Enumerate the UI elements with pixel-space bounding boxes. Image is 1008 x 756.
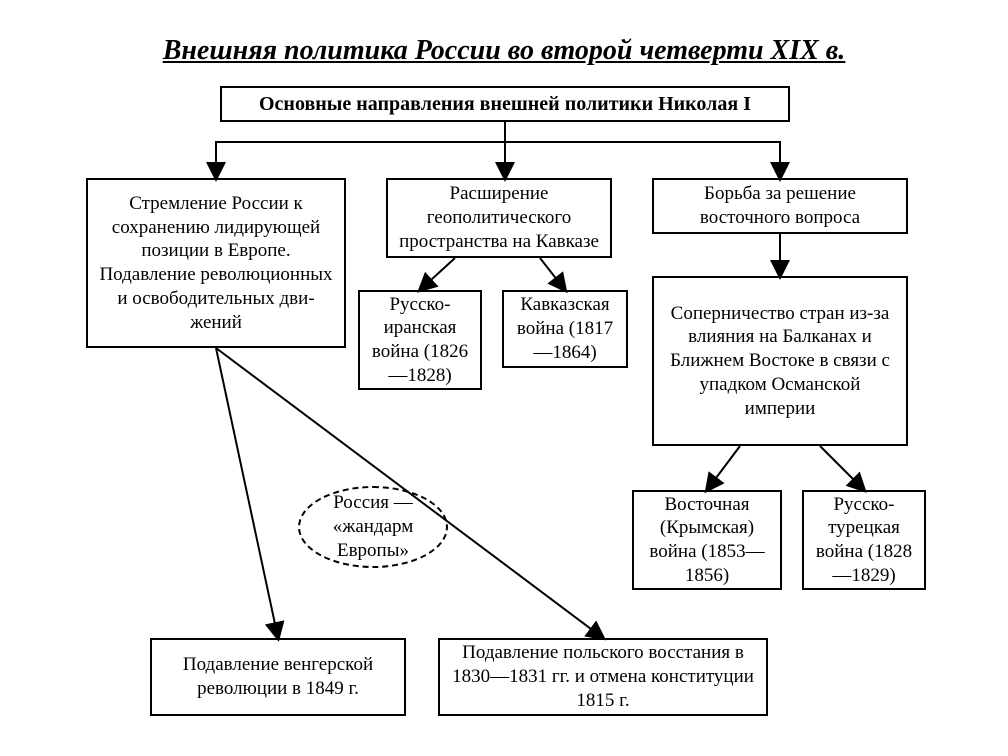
node-rivalry: Соперничество стран из-за вли­яния на Ба… [652,276,908,446]
page-title: Внешняя политика России во второй четвер… [0,35,1008,67]
node-europe: Стремление России к сохранению лидирующе… [86,178,346,348]
node-gendarme: Россия — «жандарм Европы» [298,486,448,568]
node-turk: Русско-турецкая война (1828—1829) [802,490,926,590]
node-caucasus: Расширение геополитического пространства… [386,178,612,258]
node-kavwar: Кавказская война (1817—1864) [502,290,628,368]
node-crimea: Восточная (Крымская) война (1853—1856) [632,490,782,590]
node-poland: Подавление польского восстания в 1830—18… [438,638,768,716]
node-header: Основные направления внешней политики Ни… [220,86,790,122]
node-hungary: Подавление венгерской революции в 1849 г… [150,638,406,716]
node-iran: Русско-иранская война (1826—1828) [358,290,482,390]
node-east: Борьба за решение восточного вопроса [652,178,908,234]
